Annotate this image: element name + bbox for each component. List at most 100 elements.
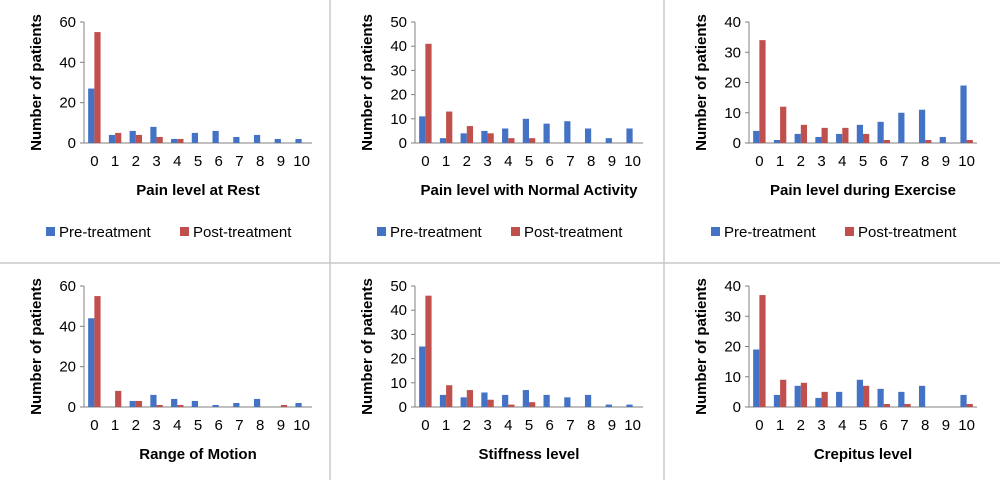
bar-pre-treatment [626,128,633,143]
x-tick-label: 8 [587,153,595,170]
bar-post-treatment [508,138,515,143]
bar-post-treatment [759,40,766,143]
y-tick-label: 10 [390,111,407,128]
bar-post-treatment [177,404,184,407]
x-tick-label: 9 [277,153,285,170]
bar-post-treatment [94,296,101,407]
x-tick-label: 5 [859,153,867,170]
y-tick-label: 20 [59,359,76,376]
bar-post-treatment [135,400,143,407]
bar-pre-treatment [171,398,178,407]
y-tick-label: 20 [59,95,76,112]
x-tick-label: 6 [880,153,888,170]
bar-pre-treatment [815,397,822,407]
x-tick-label: 10 [624,417,641,434]
y-axis-title: Number of patients [693,14,710,151]
x-tick-label: 1 [442,153,450,170]
x-tick-label: 3 [152,153,160,170]
y-tick-label: 10 [390,375,407,392]
bar-pre-treatment [88,318,95,407]
bar-pre-treatment [856,124,863,143]
y-tick-label: 0 [733,399,741,416]
bar-post-treatment [446,111,453,143]
x-axis-title: Pain level during Exercise [770,182,956,199]
legend: Pre-treatment Post-treatment [46,224,292,241]
y-axis-title: Number of patients [359,14,376,151]
bar-pre-treatment [836,133,843,143]
bar-post-treatment [842,127,849,143]
x-tick-label: 0 [755,153,763,170]
bar-pre-treatment [564,397,571,407]
y-tick-label: 40 [59,54,76,71]
x-tick-label: 1 [111,417,119,434]
x-tick-label: 6 [880,417,888,434]
bar-post-treatment [759,295,766,407]
x-tick-label: 2 [463,417,471,434]
legend-label-post: Post-treatment [193,224,292,241]
legend-swatch-pre [711,227,720,236]
bar-pre-treatment [129,400,136,407]
x-tick-label: 5 [859,417,867,434]
y-tick-label: 30 [390,62,407,79]
x-tick-label: 3 [483,153,491,170]
legend-label-pre: Pre-treatment [59,224,152,241]
bar-post-treatment [800,382,808,407]
x-axis-title: Stiffness level [479,446,580,463]
bar-pre-treatment [836,391,843,407]
x-tick-label: 1 [442,417,450,434]
y-axis-title: Number of patients [28,14,45,151]
bar-post-treatment [135,134,143,143]
x-tick-label: 10 [624,153,641,170]
bar-post-treatment [466,390,474,407]
bar-pre-treatment [439,394,447,407]
bar-post-treatment [966,403,973,407]
x-tick-label: 8 [921,153,929,170]
x-tick-label: 8 [587,417,595,434]
bar-pre-treatment [253,134,261,143]
bar-pre-treatment [460,397,467,407]
y-tick-label: 20 [390,351,407,368]
bar-post-treatment [487,133,494,143]
x-tick-label: 1 [776,153,784,170]
y-axis-title: Number of patients [28,278,45,415]
legend-swatch-post [845,227,854,236]
bar-pre-treatment [543,123,550,143]
bar-post-treatment [780,106,787,143]
x-tick-label: 4 [504,153,512,170]
bar-post-treatment [529,402,536,407]
x-tick-label: 4 [504,417,512,434]
x-tick-label: 1 [111,153,119,170]
bar-pre-treatment [212,404,219,407]
bar-post-treatment [425,295,432,407]
y-tick-label: 40 [59,318,76,335]
y-tick-label: 30 [390,326,407,343]
y-tick-label: 60 [59,14,76,31]
y-tick-label: 40 [724,14,741,31]
y-tick-label: 20 [724,75,741,92]
bar-post-treatment [466,126,474,143]
x-tick-label: 9 [608,153,616,170]
bar-pre-treatment [88,88,95,143]
bar-pre-treatment [898,112,905,143]
bar-pre-treatment [960,85,967,143]
y-tick-label: 30 [724,44,741,61]
x-tick-label: 10 [958,153,975,170]
bar-post-treatment [508,404,515,407]
x-tick-label: 6 [215,153,223,170]
bar-post-treatment [883,139,890,143]
bar-post-treatment [115,132,122,143]
y-tick-label: 50 [390,278,407,295]
x-tick-label: 5 [525,153,533,170]
bar-pre-treatment [150,394,157,407]
bar-post-treatment [280,404,288,407]
bar-post-treatment [529,138,536,143]
bar-pre-treatment [773,139,781,143]
bar-pre-treatment [233,402,240,407]
